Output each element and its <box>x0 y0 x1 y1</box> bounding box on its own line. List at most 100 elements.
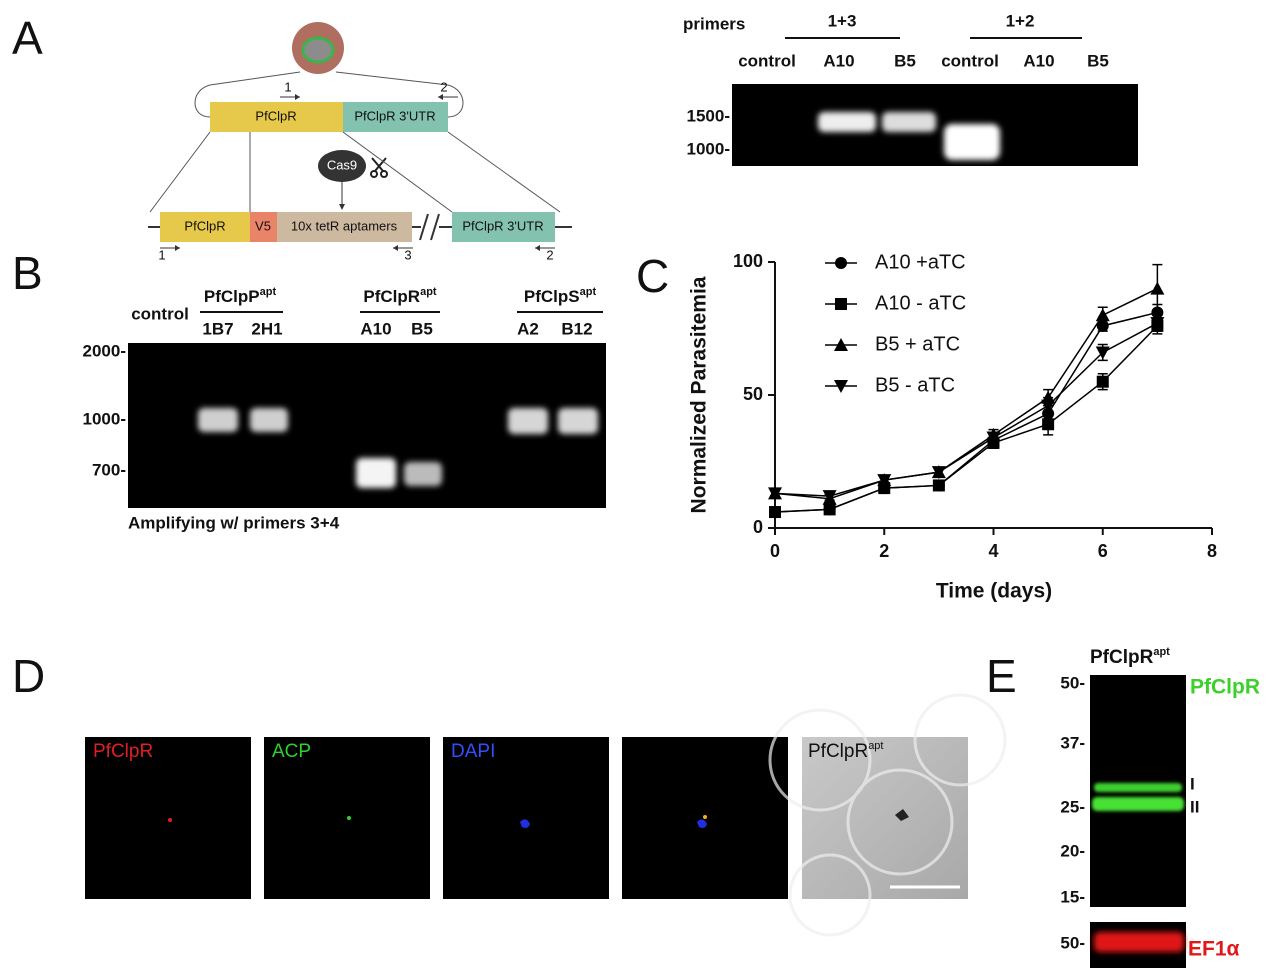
gene-label: PfClpR <box>255 108 296 123</box>
lane-label: 2H1 <box>251 319 282 338</box>
series-line <box>774 325 1158 513</box>
y-axis-label: Normalized Parasitemia <box>688 276 711 513</box>
lane-label: B5 <box>894 51 916 70</box>
size-marker: 2000- <box>83 341 126 360</box>
primer-label: 1 <box>284 79 291 94</box>
y-tick-label: 0 <box>753 517 763 537</box>
data-point <box>823 503 836 516</box>
primer-label: 2 <box>546 247 553 262</box>
group-label: PfClpSapt <box>524 286 597 307</box>
tag-label: V5 <box>255 218 271 233</box>
gel-b: control PfClpPapt PfClpRapt PfClpSapt 1B… <box>83 286 606 532</box>
lane-label: control <box>941 51 999 70</box>
utr-label: PfClpR 3'UTR <box>462 218 543 233</box>
primers-label: primers <box>683 14 745 33</box>
data-point <box>1095 308 1110 322</box>
panel-label: D <box>12 650 45 702</box>
legend-label: A10 - aTC <box>875 292 966 314</box>
data-point <box>822 490 837 504</box>
series-line <box>774 311 1158 513</box>
gel-caption: Amplifying w/ primers 3+4 <box>128 513 340 532</box>
panel-label: C <box>636 250 669 302</box>
lane-label: A10 <box>1023 51 1054 70</box>
data-point <box>1150 317 1165 331</box>
primer-group: 1+3 <box>828 11 857 30</box>
legend-label: B5 + aTC <box>875 333 960 355</box>
panel-label: A <box>12 12 43 64</box>
data-point <box>1095 346 1110 360</box>
lane-label: B5 <box>1087 51 1109 70</box>
size-marker: 15- <box>1060 887 1085 906</box>
data-point <box>1150 281 1165 295</box>
utr-label: PfClpR 3'UTR <box>354 108 435 123</box>
lane-label: control <box>131 304 189 323</box>
blot-title: PfClpRapt <box>1090 646 1170 668</box>
band-form: II <box>1190 797 1199 816</box>
band-label: PfClpR <box>1190 676 1260 699</box>
y-tick-label: 100 <box>733 251 763 271</box>
size-marker: 50- <box>1060 673 1085 692</box>
legend-marker <box>835 257 847 269</box>
lane-label: B5 <box>411 319 433 338</box>
primer-label: 1 <box>158 247 165 262</box>
size-marker: 37- <box>1060 733 1085 752</box>
legend-marker <box>835 298 847 310</box>
loading-label: EF1α <box>1188 938 1240 961</box>
gel-a: primers 1+3 1+2 control A10 B5 control A… <box>683 11 1138 166</box>
x-tick-label: 8 <box>1207 541 1217 561</box>
size-marker: 1000- <box>687 139 730 158</box>
channel-label: ACP <box>272 741 311 762</box>
group-label: PfClpPapt <box>204 286 277 307</box>
growth-chart: Time (days) Normalized Parasitemia 0 50 10… <box>688 251 1217 603</box>
lane-label: A10 <box>823 51 854 70</box>
x-tick-label: 0 <box>770 541 780 561</box>
legend-marker <box>834 338 848 351</box>
primer-label: 3 <box>404 247 411 262</box>
enzyme-label: Cas9 <box>327 157 357 172</box>
series-line <box>774 322 1158 497</box>
data-point <box>769 506 781 519</box>
size-marker: 1000- <box>83 409 126 428</box>
y-tick-label: 50 <box>743 384 763 404</box>
data-point <box>1041 399 1056 413</box>
size-marker: 25- <box>1060 797 1085 816</box>
size-marker: 20- <box>1060 841 1085 860</box>
data-point <box>931 466 946 480</box>
primer-group: 1+2 <box>1006 11 1035 30</box>
gene-label: PfClpR <box>184 218 225 233</box>
size-marker: 1500- <box>687 106 730 125</box>
microscopy: PfClpR ACP DAPI PfClpRapt <box>85 693 1007 937</box>
x-tick-label: 6 <box>1098 541 1108 561</box>
series-line <box>774 287 1158 500</box>
legend-marker <box>834 380 848 393</box>
x-axis-label: Time (days) <box>936 580 1052 603</box>
x-tick-label: 2 <box>879 541 889 561</box>
brightfield-label: PfClpRapt <box>808 740 883 762</box>
data-point <box>1042 418 1055 431</box>
channel-label: PfClpR <box>93 741 153 762</box>
lane-label: A10 <box>360 319 391 338</box>
lane-label: B12 <box>561 319 592 338</box>
data-point <box>768 487 782 501</box>
lane-label: control <box>738 51 796 70</box>
legend-label: B5 - aTC <box>875 374 955 396</box>
construct-diagram: PfClpR PfClpR 3'UTR 1 2 Cas9 PfClpR V5 1… <box>148 22 572 262</box>
data-point <box>932 479 945 492</box>
panel-label: E <box>986 650 1017 702</box>
size-marker: 700- <box>92 460 126 479</box>
channel-label: DAPI <box>451 741 495 762</box>
data-point <box>1096 375 1109 388</box>
x-tick-label: 4 <box>988 541 998 561</box>
primer-label: 2 <box>440 79 447 94</box>
panel-label: B <box>12 247 43 299</box>
aptamer-label: 10x tetR aptamers <box>291 218 398 233</box>
size-marker: 50- <box>1060 933 1085 952</box>
legend-label: A10 +aTC <box>875 251 966 273</box>
data-point <box>877 474 892 488</box>
data-point <box>986 431 1001 445</box>
group-label: PfClpRapt <box>363 286 437 307</box>
lane-label: 1B7 <box>202 319 233 338</box>
band-form: I <box>1190 774 1195 793</box>
lane-label: A2 <box>517 319 539 338</box>
